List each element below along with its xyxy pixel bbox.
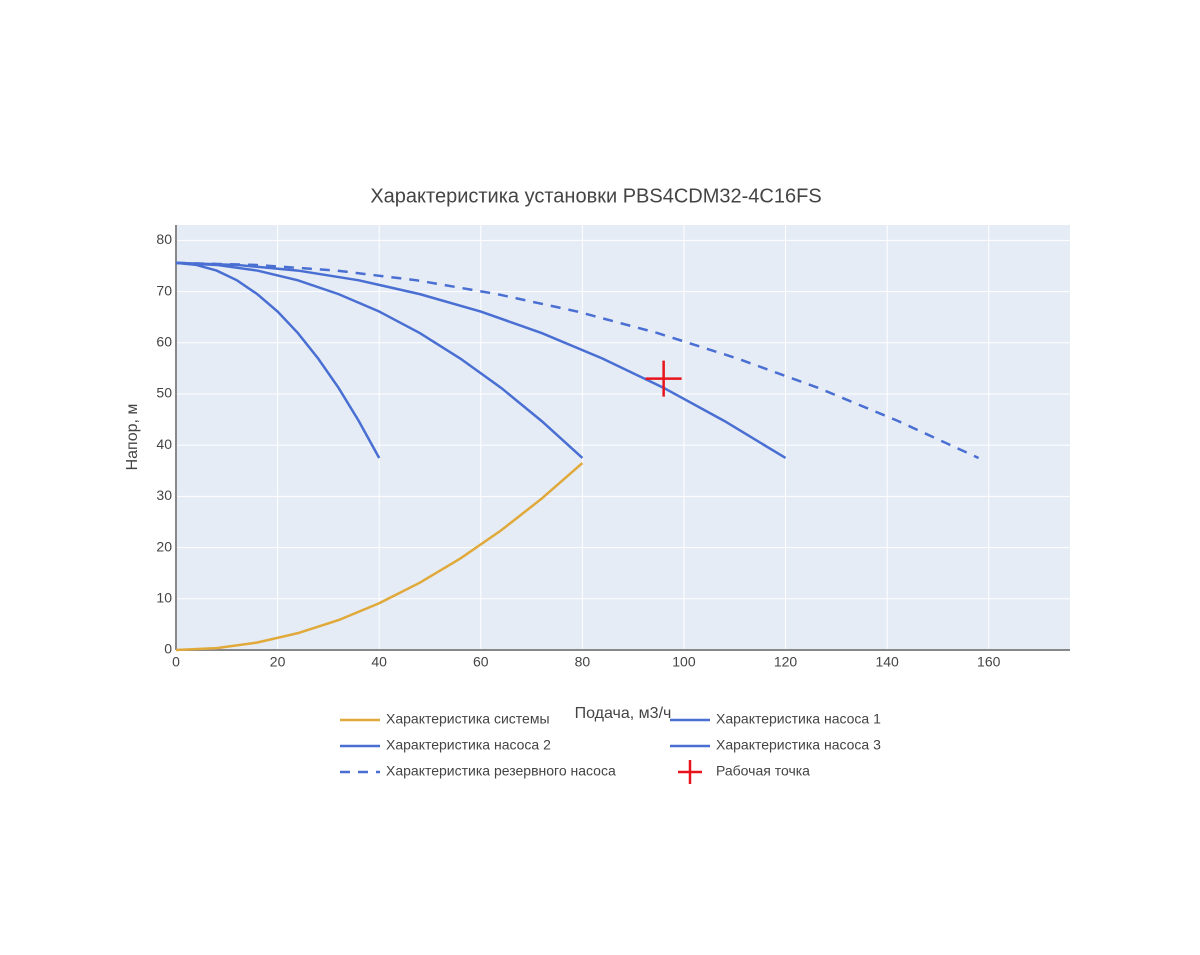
legend-label: Характеристика насоса 1	[716, 711, 881, 727]
y-tick-label: 0	[164, 641, 172, 657]
x-tick-label: 120	[774, 654, 798, 670]
series-line	[175, 261, 381, 459]
operating-point	[645, 360, 682, 397]
legend-symbol	[678, 760, 702, 784]
y-tick-label: 30	[156, 487, 172, 503]
y-axis-label: Напор, м	[124, 404, 141, 471]
y-tick-label: 10	[156, 589, 172, 605]
y-tick-label: 80	[156, 231, 172, 247]
y-tick-label: 50	[156, 385, 172, 401]
x-tick-label: 140	[875, 654, 899, 670]
x-tick-label: 100	[672, 654, 696, 670]
y-tick-label: 70	[156, 282, 172, 298]
series-line	[175, 261, 980, 460]
x-tick-label: 0	[172, 654, 180, 670]
chart-title: Характеристика установки PBS4CDM32-4C16F…	[370, 185, 821, 207]
x-tick-label: 60	[473, 654, 489, 670]
x-tick-label: 80	[575, 654, 591, 670]
x-tick-label: 20	[270, 654, 286, 670]
series-line	[175, 261, 787, 460]
plot-area	[176, 225, 1070, 650]
legend-label: Рабочая точка	[716, 763, 810, 779]
x-tick-label: 160	[977, 654, 1001, 670]
y-tick-label: 60	[156, 333, 172, 349]
y-tick-label: 40	[156, 436, 172, 452]
series-line	[175, 261, 584, 459]
x-axis-label: Подача, м3/ч	[575, 705, 672, 722]
y-tick-label: 20	[156, 538, 172, 554]
x-tick-label: 40	[371, 654, 387, 670]
legend-label: Характеристика системы	[386, 711, 550, 727]
legend-label: Характеристика резервного насоса	[386, 763, 616, 779]
legend-label: Характеристика насоса 3	[716, 737, 881, 753]
series-line	[175, 462, 584, 652]
legend-label: Характеристика насоса 2	[386, 737, 551, 753]
